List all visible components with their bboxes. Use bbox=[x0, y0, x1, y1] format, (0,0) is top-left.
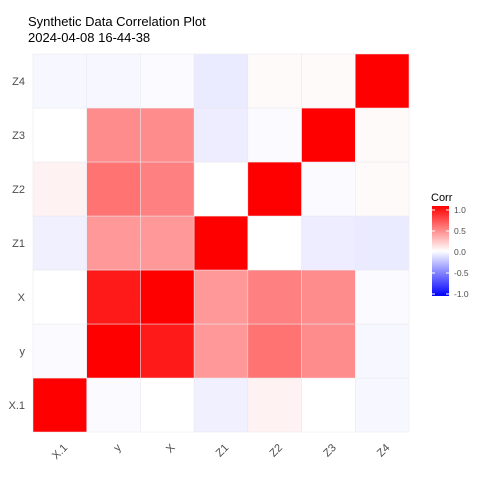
x-tick-label: Z4 bbox=[375, 442, 393, 460]
heatmap-cell-y-z1 bbox=[193, 323, 249, 379]
heatmap-cell-z1-z4 bbox=[355, 215, 410, 271]
heatmap-cell-y-z3 bbox=[301, 323, 356, 379]
x-tick-label: Z1 bbox=[214, 442, 232, 460]
heatmap-cell-x-y bbox=[86, 269, 141, 325]
heatmap-cell-x-z2 bbox=[247, 269, 302, 325]
x-tick-label: Z3 bbox=[321, 442, 339, 460]
x-tick-label: X.1 bbox=[50, 442, 70, 462]
heatmap-cell-z2-z1 bbox=[193, 161, 249, 217]
heatmap-cell-x1-z1 bbox=[193, 377, 249, 433]
heatmap-cell-z1-z1 bbox=[193, 215, 249, 271]
heatmap-cells bbox=[32, 53, 410, 433]
legend-colorbar bbox=[432, 206, 449, 296]
y-tick-label: y bbox=[20, 346, 26, 358]
heatmap-cell-z3-y bbox=[86, 107, 141, 163]
legend-tick-label: -1.0 bbox=[454, 289, 469, 299]
heatmap-cell-z4-x1 bbox=[32, 53, 87, 109]
heatmap-cell-z2-x bbox=[140, 161, 195, 217]
heatmap-cell-z3-z3 bbox=[301, 107, 356, 163]
heatmap-cell-z3-x bbox=[140, 107, 195, 163]
legend-tick-label: 1.0 bbox=[454, 205, 466, 215]
heatmap-cell-z3-z1 bbox=[193, 107, 249, 163]
heatmap-cell-z2-z4 bbox=[355, 161, 410, 217]
heatmap-cell-z1-z3 bbox=[301, 215, 356, 271]
heatmap-cell-z2-z2 bbox=[247, 161, 302, 217]
heatmap-cell-z4-z1 bbox=[193, 53, 249, 109]
heatmap-cell-x1-z3 bbox=[301, 377, 356, 433]
heatmap-cell-y-x bbox=[140, 323, 195, 379]
chart-title: Synthetic Data Correlation Plot bbox=[28, 14, 206, 29]
heatmap-cell-z4-x bbox=[140, 53, 195, 109]
legend-tick-label: 0.5 bbox=[454, 226, 466, 236]
heatmap-cell-y-x1 bbox=[32, 323, 87, 379]
legend-tick-label: 0.0 bbox=[454, 247, 466, 257]
heatmap-cell-x1-y bbox=[86, 377, 141, 433]
y-axis: X.1 y X Z1 Z2 Z3 Z4 bbox=[8, 76, 25, 412]
heatmap-cell-z1-y bbox=[86, 215, 141, 271]
heatmap-cell-z2-y bbox=[86, 161, 141, 217]
x-tick-label: Z2 bbox=[268, 442, 286, 460]
heatmap-cell-z2-z3 bbox=[301, 161, 356, 217]
heatmap-cell-x1-z4 bbox=[355, 377, 410, 433]
heatmap-cell-x1-x bbox=[140, 377, 195, 433]
heatmap-cell-x-z4 bbox=[355, 269, 410, 325]
heatmap-cell-y-y bbox=[86, 323, 141, 379]
heatmap-cell-y-z2 bbox=[247, 323, 302, 379]
heatmap-cell-z1-x1 bbox=[32, 215, 87, 271]
legend-title: Corr bbox=[431, 192, 453, 204]
heatmap-cell-z3-x1 bbox=[32, 107, 87, 163]
heatmap-cell-x-z1 bbox=[193, 269, 249, 325]
heatmap-cell-x-z3 bbox=[301, 269, 356, 325]
heatmap-cell-z1-z2 bbox=[247, 215, 302, 271]
y-tick-label: Z3 bbox=[12, 130, 25, 142]
chart-subtitle: 2024-04-08 16-44-38 bbox=[28, 30, 150, 45]
heatmap-cell-x1-x1 bbox=[32, 377, 87, 433]
y-tick-label: Z2 bbox=[12, 184, 25, 196]
heatmap-cell-y-z4 bbox=[355, 323, 410, 379]
heatmap-cell-x-x1 bbox=[32, 269, 87, 325]
heatmap-cell-z4-z4 bbox=[355, 53, 410, 109]
y-tick-label: Z1 bbox=[12, 238, 25, 250]
heatmap-cell-z4-z2 bbox=[247, 53, 302, 109]
heatmap-cell-x-x bbox=[140, 269, 195, 325]
x-axis: X.1 y X Z1 Z2 Z3 Z4 bbox=[50, 441, 392, 462]
color-legend: Corr 1.0 0.5 0.0 -0.5 -1.0 bbox=[431, 192, 469, 299]
heatmap-cell-z3-z4 bbox=[355, 107, 410, 163]
heatmap-cell-x1-z2 bbox=[247, 377, 302, 433]
legend-tick-label: -0.5 bbox=[454, 268, 469, 278]
x-tick-label: X bbox=[164, 441, 178, 455]
x-tick-label: y bbox=[112, 442, 125, 455]
y-tick-label: X.1 bbox=[8, 400, 25, 412]
y-tick-label: Z4 bbox=[12, 76, 25, 88]
heatmap-cell-z4-z3 bbox=[301, 53, 356, 109]
heatmap-cell-z4-y bbox=[86, 53, 141, 109]
y-tick-label: X bbox=[18, 292, 26, 304]
heatmap-cell-z3-z2 bbox=[247, 107, 302, 163]
heatmap-cell-z1-x bbox=[140, 215, 195, 271]
heatmap-cell-z2-x1 bbox=[32, 161, 87, 217]
